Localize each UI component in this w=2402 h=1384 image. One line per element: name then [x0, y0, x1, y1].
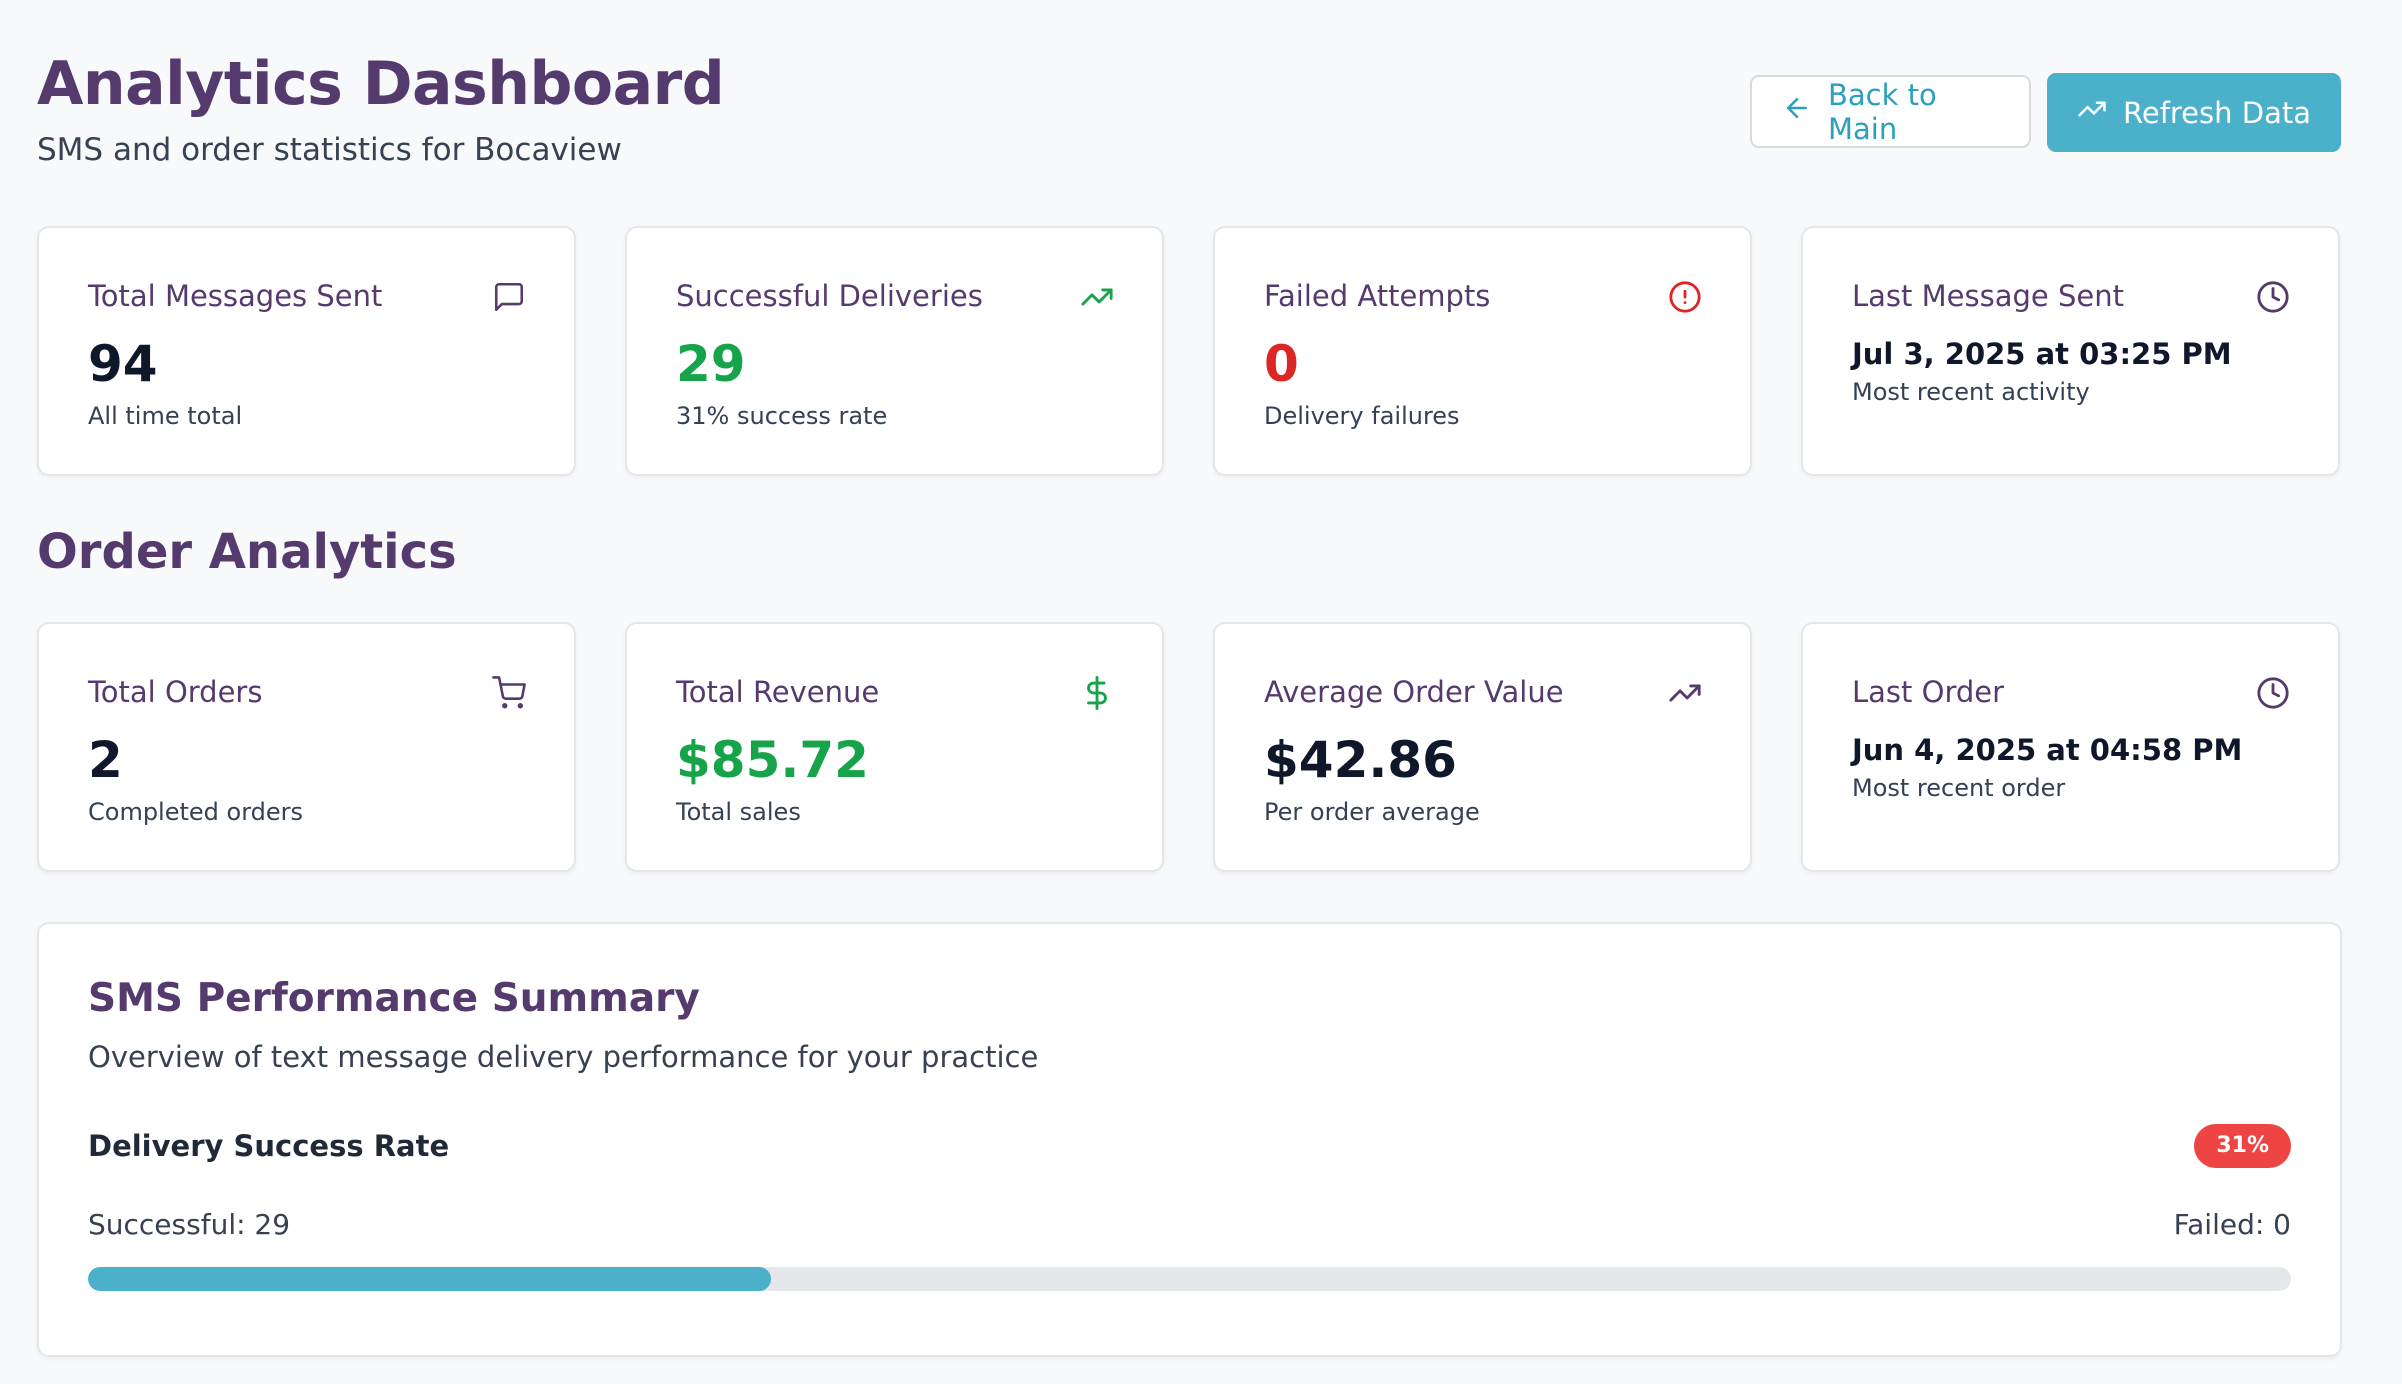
page-subtitle: SMS and order statistics for Bocaview	[37, 132, 622, 168]
stat-card-value: $42.86	[1264, 731, 1457, 789]
stat-card-total-orders: Total Orders 2 Completed orders	[37, 622, 576, 872]
stat-card-value: Jun 4, 2025 at 04:58 PM	[1852, 733, 2243, 767]
shopping-cart-icon	[492, 676, 526, 710]
stat-card-label: Last Message Sent	[1852, 279, 2124, 313]
stat-card-value: 94	[88, 335, 158, 393]
order-stats-row: Total Orders 2 Completed orders Total Re…	[37, 622, 2340, 872]
stat-card-subtext: Per order average	[1264, 798, 1480, 826]
successful-count: Successful: 29	[88, 1208, 291, 1241]
stat-card-label: Average Order Value	[1264, 675, 1564, 709]
delivery-count-row: Successful: 29 Failed: 0	[88, 1208, 2291, 1241]
page-header: Analytics Dashboard SMS and order statis…	[37, 48, 2341, 178]
delivery-rate-row: Delivery Success Rate 31%	[88, 1124, 2291, 1168]
arrow-left-icon	[1782, 93, 1812, 130]
stat-card-value: 0	[1264, 335, 1299, 393]
stat-card-subtext: 31% success rate	[676, 402, 888, 430]
refresh-data-button[interactable]: Refresh Data	[2047, 73, 2341, 152]
stat-card-failed-attempts: Failed Attempts 0 Delivery failures	[1213, 226, 1752, 476]
refresh-data-label: Refresh Data	[2123, 95, 2311, 130]
stat-card-subtext: Most recent order	[1852, 774, 2066, 802]
sms-performance-summary: SMS Performance Summary Overview of text…	[37, 922, 2342, 1357]
clock-icon	[2256, 280, 2290, 314]
success-rate-badge: 31%	[2194, 1124, 2291, 1168]
clock-icon	[2256, 676, 2290, 710]
stat-card-subtext: Completed orders	[88, 798, 304, 826]
stat-card-average-order-value: Average Order Value $42.86 Per order ave…	[1213, 622, 1752, 872]
sms-stats-row: Total Messages Sent 94 All time total Su…	[37, 226, 2340, 476]
delivery-rate-label: Delivery Success Rate	[88, 1129, 450, 1163]
trending-up-icon	[2077, 94, 2107, 131]
stat-card-total-revenue: Total Revenue $85.72 Total sales	[625, 622, 1164, 872]
stat-card-total-messages: Total Messages Sent 94 All time total	[37, 226, 576, 476]
dollar-sign-icon	[1080, 676, 1114, 710]
stat-card-label: Total Messages Sent	[88, 279, 383, 313]
message-square-icon	[492, 280, 526, 314]
order-analytics-title: Order Analytics	[37, 524, 457, 580]
stat-card-last-message: Last Message Sent Jul 3, 2025 at 03:25 P…	[1801, 226, 2340, 476]
stat-card-subtext: Most recent activity	[1852, 378, 2090, 406]
stat-card-value: 29	[676, 335, 746, 393]
stat-card-value: $85.72	[676, 731, 869, 789]
trending-up-icon	[1668, 676, 1702, 710]
stat-card-label: Failed Attempts	[1264, 279, 1491, 313]
alert-circle-icon	[1668, 280, 1702, 314]
stat-card-label: Successful Deliveries	[676, 279, 983, 313]
stat-card-subtext: Total sales	[676, 798, 801, 826]
stat-card-label: Last Order	[1852, 675, 2005, 709]
summary-title: SMS Performance Summary	[88, 976, 700, 1021]
delivery-progress-bar	[88, 1267, 2291, 1291]
stat-card-value: 2	[88, 731, 123, 789]
header-actions: Back to Main Refresh Data	[1750, 73, 2341, 152]
stat-card-subtext: All time total	[88, 402, 243, 430]
stat-card-label: Total Orders	[88, 675, 263, 709]
stat-card-successful-deliveries: Successful Deliveries 29 31% success rat…	[625, 226, 1164, 476]
back-to-main-button[interactable]: Back to Main	[1750, 75, 2031, 148]
failed-count: Failed: 0	[2173, 1208, 2291, 1241]
stat-card-value: Jul 3, 2025 at 03:25 PM	[1852, 337, 2232, 371]
page-title: Analytics Dashboard	[37, 49, 725, 119]
stat-card-subtext: Delivery failures	[1264, 402, 1460, 430]
back-to-main-label: Back to Main	[1828, 77, 1937, 146]
stat-card-label: Total Revenue	[676, 675, 880, 709]
summary-description: Overview of text message delivery perfor…	[88, 1040, 1039, 1074]
delivery-progress-fill	[88, 1267, 771, 1291]
stat-card-last-order: Last Order Jun 4, 2025 at 04:58 PM Most …	[1801, 622, 2340, 872]
trending-up-icon	[1080, 280, 1114, 314]
